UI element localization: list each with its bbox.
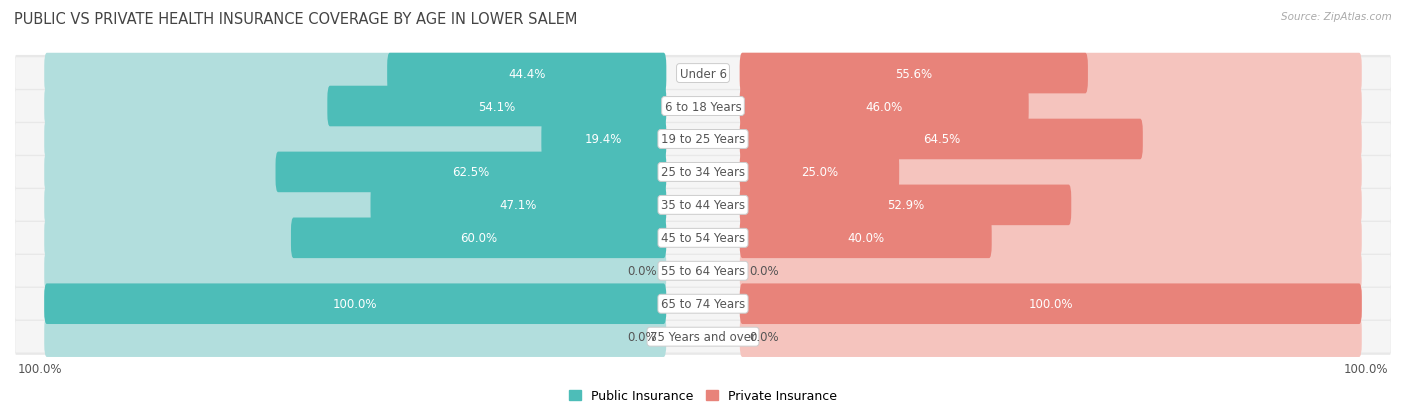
Text: 45 to 54 Years: 45 to 54 Years (661, 232, 745, 245)
Text: 54.1%: 54.1% (478, 100, 516, 113)
Text: Under 6: Under 6 (679, 67, 727, 81)
FancyBboxPatch shape (44, 218, 666, 259)
FancyBboxPatch shape (740, 284, 1362, 324)
Text: 0.0%: 0.0% (749, 265, 779, 278)
FancyBboxPatch shape (15, 157, 1391, 188)
FancyBboxPatch shape (371, 185, 666, 225)
FancyBboxPatch shape (44, 185, 666, 225)
FancyBboxPatch shape (740, 54, 1362, 94)
FancyBboxPatch shape (740, 119, 1143, 160)
Text: 44.4%: 44.4% (508, 67, 546, 81)
FancyBboxPatch shape (15, 154, 1391, 190)
FancyBboxPatch shape (15, 255, 1391, 287)
FancyBboxPatch shape (15, 56, 1391, 92)
Text: 100.0%: 100.0% (333, 297, 377, 311)
FancyBboxPatch shape (44, 317, 666, 357)
Text: 52.9%: 52.9% (887, 199, 924, 212)
FancyBboxPatch shape (44, 152, 666, 193)
Text: 100.0%: 100.0% (17, 362, 62, 375)
Text: 0.0%: 0.0% (749, 330, 779, 343)
FancyBboxPatch shape (15, 223, 1391, 254)
Text: 40.0%: 40.0% (848, 232, 884, 245)
FancyBboxPatch shape (740, 86, 1362, 127)
FancyBboxPatch shape (15, 321, 1391, 353)
FancyBboxPatch shape (740, 185, 1362, 225)
Text: 100.0%: 100.0% (1029, 297, 1073, 311)
FancyBboxPatch shape (15, 220, 1391, 256)
Text: 0.0%: 0.0% (627, 265, 657, 278)
FancyBboxPatch shape (740, 152, 900, 193)
FancyBboxPatch shape (15, 187, 1391, 223)
Text: 19.4%: 19.4% (585, 133, 623, 146)
FancyBboxPatch shape (44, 54, 666, 94)
Text: 64.5%: 64.5% (922, 133, 960, 146)
Text: 46.0%: 46.0% (866, 100, 903, 113)
Text: 60.0%: 60.0% (460, 232, 498, 245)
FancyBboxPatch shape (15, 89, 1391, 125)
FancyBboxPatch shape (740, 284, 1362, 324)
FancyBboxPatch shape (740, 251, 1362, 291)
FancyBboxPatch shape (15, 58, 1391, 90)
Text: Source: ZipAtlas.com: Source: ZipAtlas.com (1281, 12, 1392, 22)
FancyBboxPatch shape (44, 251, 666, 291)
FancyBboxPatch shape (740, 152, 1362, 193)
Text: 25 to 34 Years: 25 to 34 Years (661, 166, 745, 179)
FancyBboxPatch shape (740, 86, 1029, 127)
FancyBboxPatch shape (44, 284, 666, 324)
FancyBboxPatch shape (44, 284, 666, 324)
FancyBboxPatch shape (740, 218, 1362, 259)
Text: 47.1%: 47.1% (499, 199, 537, 212)
FancyBboxPatch shape (15, 121, 1391, 158)
FancyBboxPatch shape (740, 119, 1362, 160)
Text: 35 to 44 Years: 35 to 44 Years (661, 199, 745, 212)
Text: 0.0%: 0.0% (627, 330, 657, 343)
FancyBboxPatch shape (387, 54, 666, 94)
FancyBboxPatch shape (740, 317, 1362, 357)
FancyBboxPatch shape (740, 54, 1088, 94)
Text: PUBLIC VS PRIVATE HEALTH INSURANCE COVERAGE BY AGE IN LOWER SALEM: PUBLIC VS PRIVATE HEALTH INSURANCE COVER… (14, 12, 578, 27)
Text: 6 to 18 Years: 6 to 18 Years (665, 100, 741, 113)
Legend: Public Insurance, Private Insurance: Public Insurance, Private Insurance (564, 385, 842, 407)
FancyBboxPatch shape (15, 253, 1391, 289)
Text: 100.0%: 100.0% (1344, 362, 1389, 375)
FancyBboxPatch shape (328, 86, 666, 127)
Text: 55 to 64 Years: 55 to 64 Years (661, 265, 745, 278)
Text: 19 to 25 Years: 19 to 25 Years (661, 133, 745, 146)
FancyBboxPatch shape (15, 91, 1391, 123)
FancyBboxPatch shape (15, 190, 1391, 221)
Text: 62.5%: 62.5% (453, 166, 489, 179)
FancyBboxPatch shape (44, 86, 666, 127)
FancyBboxPatch shape (15, 124, 1391, 155)
Text: 25.0%: 25.0% (801, 166, 838, 179)
FancyBboxPatch shape (44, 119, 666, 160)
FancyBboxPatch shape (276, 152, 666, 193)
Text: 55.6%: 55.6% (896, 67, 932, 81)
FancyBboxPatch shape (15, 319, 1391, 355)
Text: 65 to 74 Years: 65 to 74 Years (661, 297, 745, 311)
Text: 75 Years and over: 75 Years and over (650, 330, 756, 343)
FancyBboxPatch shape (291, 218, 666, 259)
FancyBboxPatch shape (15, 288, 1391, 320)
FancyBboxPatch shape (541, 119, 666, 160)
FancyBboxPatch shape (15, 286, 1391, 322)
FancyBboxPatch shape (740, 185, 1071, 225)
FancyBboxPatch shape (740, 218, 991, 259)
